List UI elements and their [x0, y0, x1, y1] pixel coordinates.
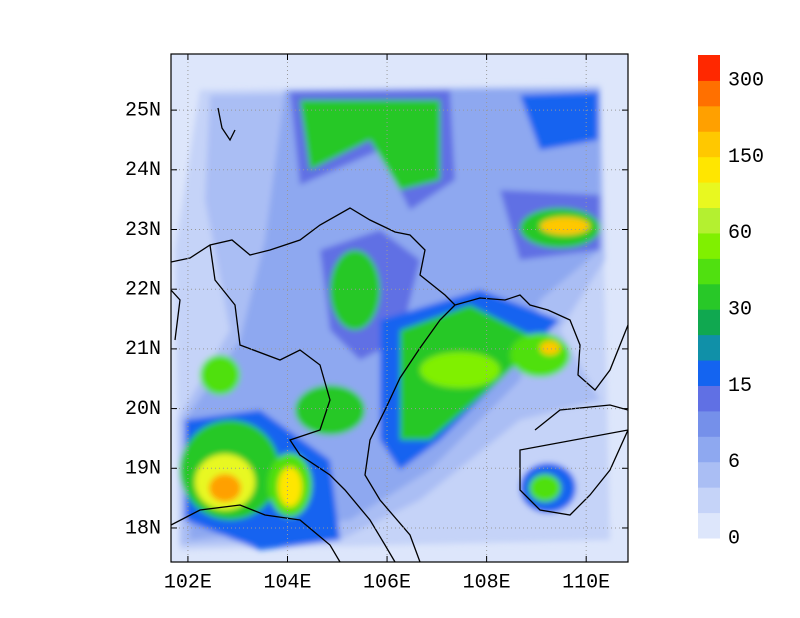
colorbar-swatch [698, 105, 720, 132]
x-tick-label: 102E [164, 571, 212, 594]
colorbar-swatch [698, 512, 720, 539]
colorbar-swatch [698, 487, 720, 514]
colorbar-swatch [698, 258, 720, 285]
colorbar-swatch [698, 55, 720, 81]
y-tick-label: 25N [125, 99, 161, 122]
y-tick-label: 22N [125, 278, 161, 301]
colorbar-label: 300 [728, 70, 764, 93]
colorbar-swatch [698, 232, 720, 259]
colorbar-swatch [698, 385, 720, 412]
x-tick-label: 108E [463, 571, 511, 594]
colorbar-swatch [698, 283, 720, 310]
colorbar-label: 150 [728, 146, 764, 169]
y-tick-label: 19N [125, 458, 161, 481]
colorbar-label: 0 [728, 527, 740, 550]
y-tick-label: 24N [125, 159, 161, 182]
plot-frame [170, 53, 629, 563]
colorbar-label: 60 [728, 222, 752, 245]
y-tick-label: 20N [125, 398, 161, 421]
colorbar-swatch [698, 156, 720, 183]
x-tick-label: 104E [263, 571, 311, 594]
colorbar-swatch [698, 131, 720, 158]
boundaries [171, 107, 628, 562]
y-tick-label: 21N [125, 338, 161, 361]
colorbar-swatch [698, 360, 720, 386]
colorbar-label: 30 [728, 298, 752, 321]
colorbar-swatch [698, 80, 720, 107]
x-tick-label: 110E [562, 571, 610, 594]
colorbar-label: 15 [728, 375, 752, 398]
colorbar-swatch [698, 436, 720, 463]
precip-field [171, 54, 628, 562]
colorbar-label: 6 [728, 451, 740, 474]
colorbar-swatch [698, 410, 720, 437]
x-tick-label: 106E [363, 571, 411, 594]
colorbar-swatch [698, 207, 720, 234]
colorbar-swatch [698, 461, 720, 488]
colorbar-swatch [698, 182, 720, 209]
colorbar-swatch [698, 334, 720, 361]
y-tick-label: 18N [125, 517, 161, 540]
colorbar-swatch [698, 309, 720, 336]
y-tick-label: 23N [125, 219, 161, 242]
